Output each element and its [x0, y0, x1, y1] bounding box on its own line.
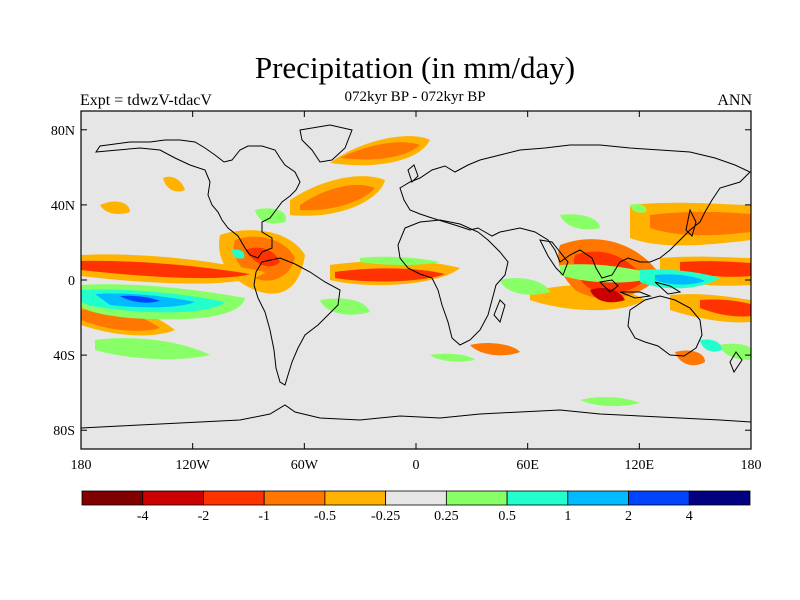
colorbar-swatch	[567, 490, 629, 506]
coastline-madagascar	[493, 299, 506, 324]
anomaly-patch	[245, 247, 280, 267]
colorbar-label: 4	[686, 509, 693, 524]
colorbar-label: 2	[625, 509, 632, 524]
anomaly-patch	[100, 201, 130, 214]
coastline-australia	[627, 295, 703, 357]
anomaly-patch	[340, 142, 420, 160]
anomaly-patch	[500, 278, 550, 295]
anomaly-patch	[560, 264, 660, 283]
anomaly-patch	[163, 176, 185, 192]
anomaly-patch	[655, 274, 705, 285]
colorbar-label: -2	[198, 509, 210, 524]
anomaly-shading	[81, 136, 751, 407]
anomaly-patch	[630, 203, 647, 213]
lon-tick-label: 120E	[625, 458, 655, 473]
anomaly-patch	[590, 288, 625, 303]
lon-tick-label: 60E	[516, 458, 539, 473]
anomaly-patch	[430, 353, 475, 362]
anomaly-patch	[560, 214, 600, 230]
colorbar-label: 1	[564, 509, 571, 524]
coastline-south-america	[253, 257, 341, 386]
anomaly-patch	[470, 342, 520, 356]
colorbar-label: -4	[137, 509, 149, 524]
lon-tick-label: 180	[741, 458, 762, 473]
season-label: ANN	[717, 92, 752, 109]
coastline-eurasia	[399, 144, 751, 279]
map-title: Precipitation (in mm/day)	[254, 50, 576, 85]
anomaly-patch	[700, 339, 722, 352]
lon-tick-label: 0	[413, 458, 420, 473]
colorbar-swatch	[628, 490, 690, 506]
experiment-label: Expt = tdwzV-tdacV	[80, 92, 212, 109]
lon-tick-label: 180	[71, 458, 92, 473]
anomaly-patch	[700, 299, 751, 317]
coastline-new-zealand	[729, 351, 743, 374]
lat-tick-label: 0	[68, 274, 75, 289]
anomaly-patch	[335, 268, 445, 282]
lat-tick-label: 80S	[53, 424, 75, 439]
colorbar-label: -0.25	[371, 509, 400, 524]
colorbar-swatch	[81, 490, 144, 506]
colorbar-swatch	[385, 490, 447, 506]
anomaly-patch	[580, 397, 640, 407]
period-label: 072kyr BP - 072kyr BP	[344, 89, 486, 105]
coastline-north-america	[95, 139, 301, 259]
anomaly-patch	[300, 184, 375, 211]
anomaly-patch	[650, 211, 751, 236]
colorbar-swatch	[324, 490, 387, 506]
coastlines	[81, 124, 751, 429]
lon-tick-label: 120W	[176, 458, 211, 473]
lat-tick-label: 40N	[51, 199, 75, 214]
colorbar-label: -0.5	[314, 509, 336, 524]
anomaly-patch	[81, 308, 160, 331]
coastline-uk	[407, 164, 419, 183]
coastline-antarctica	[81, 404, 751, 429]
anomaly-patch	[232, 249, 245, 259]
coastline-india	[539, 239, 569, 276]
anomaly-patch	[675, 350, 705, 366]
coastline-africa	[397, 219, 509, 346]
colorbar-swatch	[263, 490, 326, 506]
anomaly-patch	[120, 295, 160, 303]
coastline-indonesia	[598, 279, 682, 299]
anomaly-patch	[81, 260, 250, 279]
colorbar-label: 0.5	[498, 509, 516, 524]
anomaly-patch	[95, 338, 210, 360]
colorbar-label: 0.25	[434, 509, 459, 524]
lat-tick-label: 80N	[51, 124, 75, 139]
coastline-greenland	[299, 124, 353, 163]
colorbar-swatch	[506, 490, 569, 506]
colorbar-swatch	[203, 490, 265, 506]
colorbar-swatch	[445, 490, 508, 506]
map-axes: 180 120W 60W 0 60E 120E 180 80N 40N 0 40S 80S	[51, 110, 762, 473]
colorbar-swatch	[142, 490, 204, 506]
anomaly-patch	[360, 256, 440, 265]
colorbar: -4 -2 -1 -0.5 -0.25 0.25 0.5 1 2 4	[81, 490, 751, 524]
anomaly-patch	[255, 208, 286, 224]
lat-tick-label: 40S	[53, 349, 75, 364]
anomaly-patch	[680, 261, 751, 277]
colorbar-swatch	[688, 490, 751, 506]
lon-tick-label: 60W	[291, 458, 319, 473]
colorbar-label: -1	[258, 509, 270, 524]
coastline-japan	[685, 208, 697, 237]
